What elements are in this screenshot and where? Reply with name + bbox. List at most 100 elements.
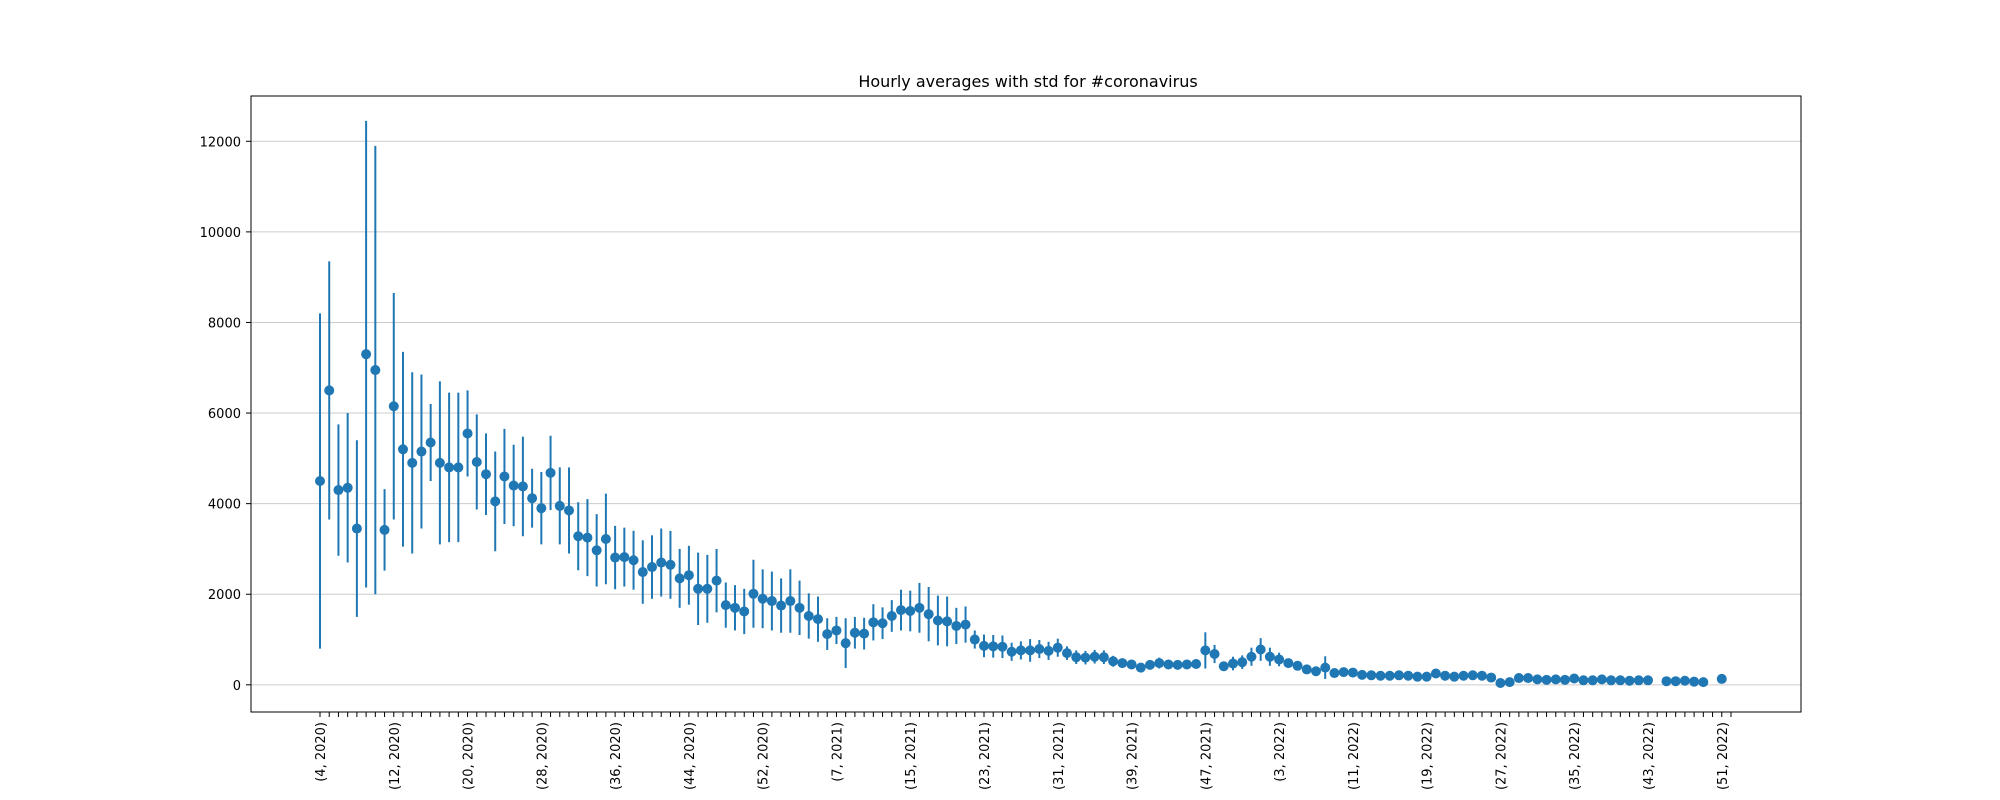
data-point: [1449, 671, 1460, 682]
x-tick-label: (4, 2020): [314, 722, 329, 782]
data-point: [1394, 670, 1404, 681]
data-point: [1108, 656, 1119, 667]
data-point: [849, 627, 860, 638]
data-point: [1181, 659, 1192, 670]
data-point: [1043, 645, 1054, 656]
data-point: [444, 462, 455, 473]
data-point: [361, 349, 372, 360]
data-points: [315, 349, 1727, 689]
data-point: [1357, 669, 1368, 680]
data-point: [1135, 662, 1146, 673]
y-tick-label: 10000: [200, 226, 241, 241]
data-point: [1191, 658, 1202, 669]
data-point: [1218, 661, 1229, 672]
data-point: [1320, 662, 1331, 673]
data-point: [1421, 671, 1432, 682]
data-point: [1458, 670, 1469, 681]
x-tick-label: (7, 2021): [830, 722, 845, 782]
data-point: [545, 467, 556, 478]
data-point: [388, 401, 399, 412]
data-point: [794, 602, 805, 613]
data-point: [988, 641, 999, 652]
data-point: [1679, 675, 1690, 686]
data-point: [1633, 675, 1644, 686]
data-point: [582, 532, 593, 543]
data-point: [600, 533, 611, 544]
data-point: [453, 462, 464, 473]
data-point: [1643, 675, 1653, 686]
data-point: [1403, 670, 1414, 681]
data-point: [1523, 673, 1534, 684]
data-point: [877, 618, 888, 629]
data-point: [379, 524, 390, 535]
data-point: [315, 476, 325, 486]
data-point: [517, 481, 528, 492]
data-point: [1550, 674, 1561, 685]
data-point: [1384, 670, 1395, 681]
data-point: [1338, 667, 1349, 678]
data-point: [914, 602, 925, 613]
data-point: [969, 634, 980, 645]
data-point: [333, 485, 344, 496]
chart-title: Hourly averages with std for #coronaviru…: [858, 72, 1197, 91]
data-point: [416, 446, 427, 457]
data-point: [932, 615, 943, 626]
data-point: [1347, 667, 1358, 678]
data-point: [1145, 659, 1155, 670]
data-point: [1015, 645, 1026, 656]
data-point: [1698, 677, 1709, 688]
y-tick-label: 12000: [200, 135, 241, 150]
data-point: [1034, 644, 1045, 655]
x-tick-label: (15, 2021): [904, 722, 919, 790]
data-point: [398, 444, 408, 455]
data-point: [1301, 664, 1312, 675]
y-tick-label: 6000: [208, 407, 241, 422]
x-tick-label: (28, 2020): [535, 722, 550, 790]
data-point: [1624, 675, 1635, 686]
data-point: [1596, 674, 1607, 685]
x-tick-label: (27, 2022): [1494, 722, 1509, 790]
data-point: [1200, 645, 1211, 656]
error-bars: [319, 120, 1723, 686]
data-point: [462, 428, 473, 439]
y-tick-label: 0: [233, 679, 241, 694]
data-point: [720, 600, 731, 611]
data-point: [1430, 668, 1441, 679]
data-point: [923, 609, 934, 620]
x-tick-label: (36, 2020): [609, 722, 624, 790]
data-point: [1163, 659, 1174, 670]
data-point: [859, 628, 870, 639]
data-point: [647, 562, 657, 573]
data-point: [840, 638, 851, 649]
data-point: [766, 596, 777, 607]
y-tick-label: 4000: [208, 498, 241, 513]
data-point: [490, 496, 501, 507]
data-point: [370, 365, 381, 376]
data-point: [702, 583, 713, 594]
data-point: [1486, 672, 1497, 683]
data-point: [1375, 670, 1386, 681]
x-tick-label: (44, 2020): [683, 722, 698, 790]
data-point: [1255, 644, 1266, 655]
data-point: [1311, 666, 1321, 677]
data-point: [674, 573, 685, 584]
data-point: [896, 605, 906, 616]
y-axis: 0 2000 4000 6000 8000 10000 12000: [200, 135, 251, 694]
data-point: [1098, 652, 1109, 663]
data-point: [536, 503, 547, 514]
data-point: [1329, 668, 1340, 679]
data-point: [1264, 651, 1275, 662]
data-point: [1025, 645, 1036, 656]
data-point: [1532, 674, 1543, 685]
data-point: [1689, 676, 1700, 687]
data-point: [979, 640, 989, 651]
x-tick-label: (11, 2022): [1347, 722, 1362, 790]
data-point: [886, 610, 897, 621]
data-point: [1246, 651, 1257, 662]
x-tick-label: (52, 2020): [757, 722, 772, 790]
y-tick-label: 2000: [208, 588, 241, 603]
x-tick-label: (39, 2021): [1126, 722, 1141, 790]
data-point: [481, 469, 491, 480]
data-point: [407, 457, 418, 468]
x-axis: (4, 2020) (12, 2020) (20, 2020) (28, 2020) (…: [314, 712, 1732, 790]
